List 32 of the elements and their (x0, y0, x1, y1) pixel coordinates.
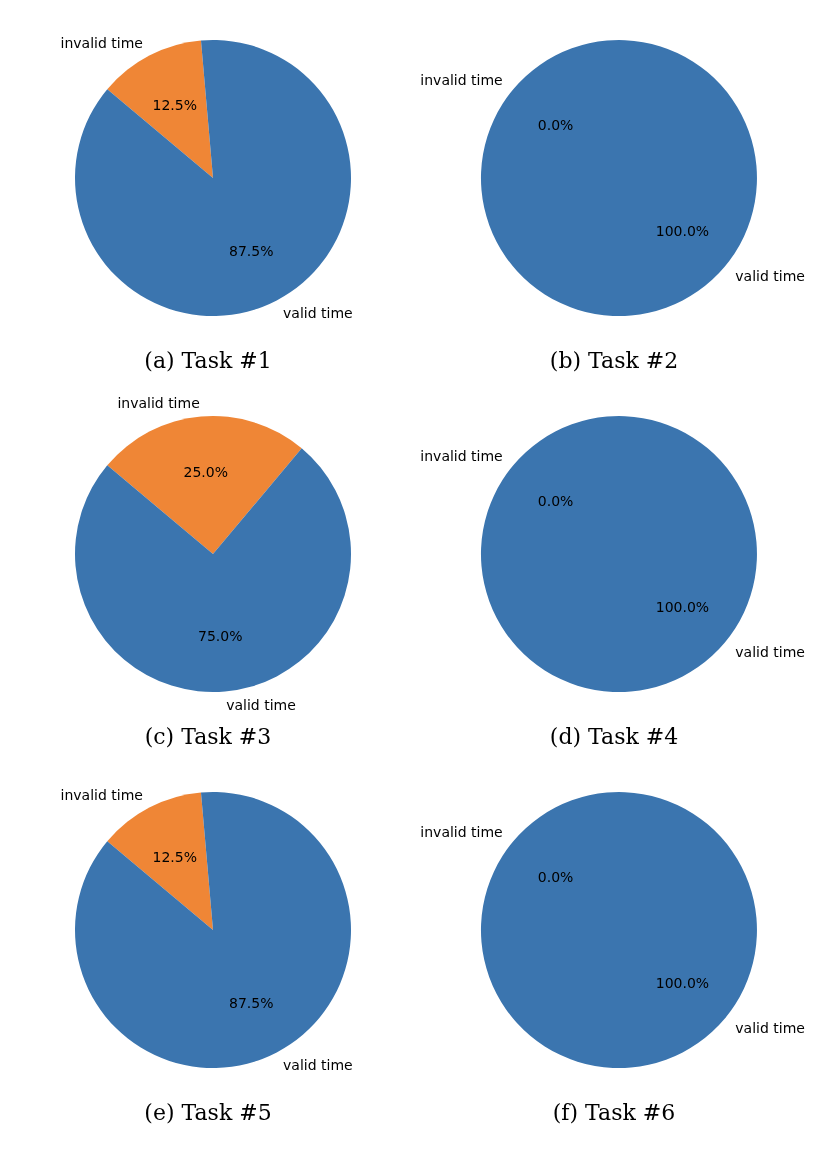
slice-label: valid time (226, 697, 296, 714)
text: (c) Task #3 (143, 724, 273, 751)
data-label: 75.0% (197, 628, 243, 645)
slice-label: invalid time (117, 394, 200, 411)
text: 0.0% (537, 492, 574, 509)
text: (b) Task #2 (548, 348, 680, 375)
slice-label: valid time (735, 1019, 805, 1036)
data-label: 100.0% (655, 599, 710, 616)
pie-slice (75, 448, 351, 692)
slice-label: valid time (283, 1056, 353, 1073)
pie-slice (107, 416, 302, 554)
data-label: 100.0% (655, 223, 710, 240)
slice-label: invalid time (60, 35, 143, 52)
slice-label: invalid time (60, 787, 143, 804)
category-label: invalid time (420, 448, 503, 465)
data-label: 100.0% (655, 975, 710, 992)
data-label: 12.5% (152, 96, 198, 113)
text: 0.0% (537, 116, 574, 133)
data-label: 12.5% (152, 848, 198, 865)
data-label: 87.5% (228, 243, 274, 260)
data-label: 25.0% (183, 463, 229, 480)
category-label: invalid time (420, 824, 503, 841)
text: 0.0% (537, 868, 574, 885)
text: (f) Task #6 (551, 1100, 677, 1127)
slice-label: valid time (735, 643, 805, 660)
category-label: invalid time (420, 72, 503, 89)
data-label: 87.5% (228, 995, 274, 1012)
slice-label: valid time (283, 304, 353, 321)
text: (e) Task #5 (143, 1100, 273, 1127)
text: (d) Task #4 (548, 724, 680, 751)
text: (a) Task #1 (143, 348, 273, 375)
slice-label: valid time (735, 267, 805, 284)
